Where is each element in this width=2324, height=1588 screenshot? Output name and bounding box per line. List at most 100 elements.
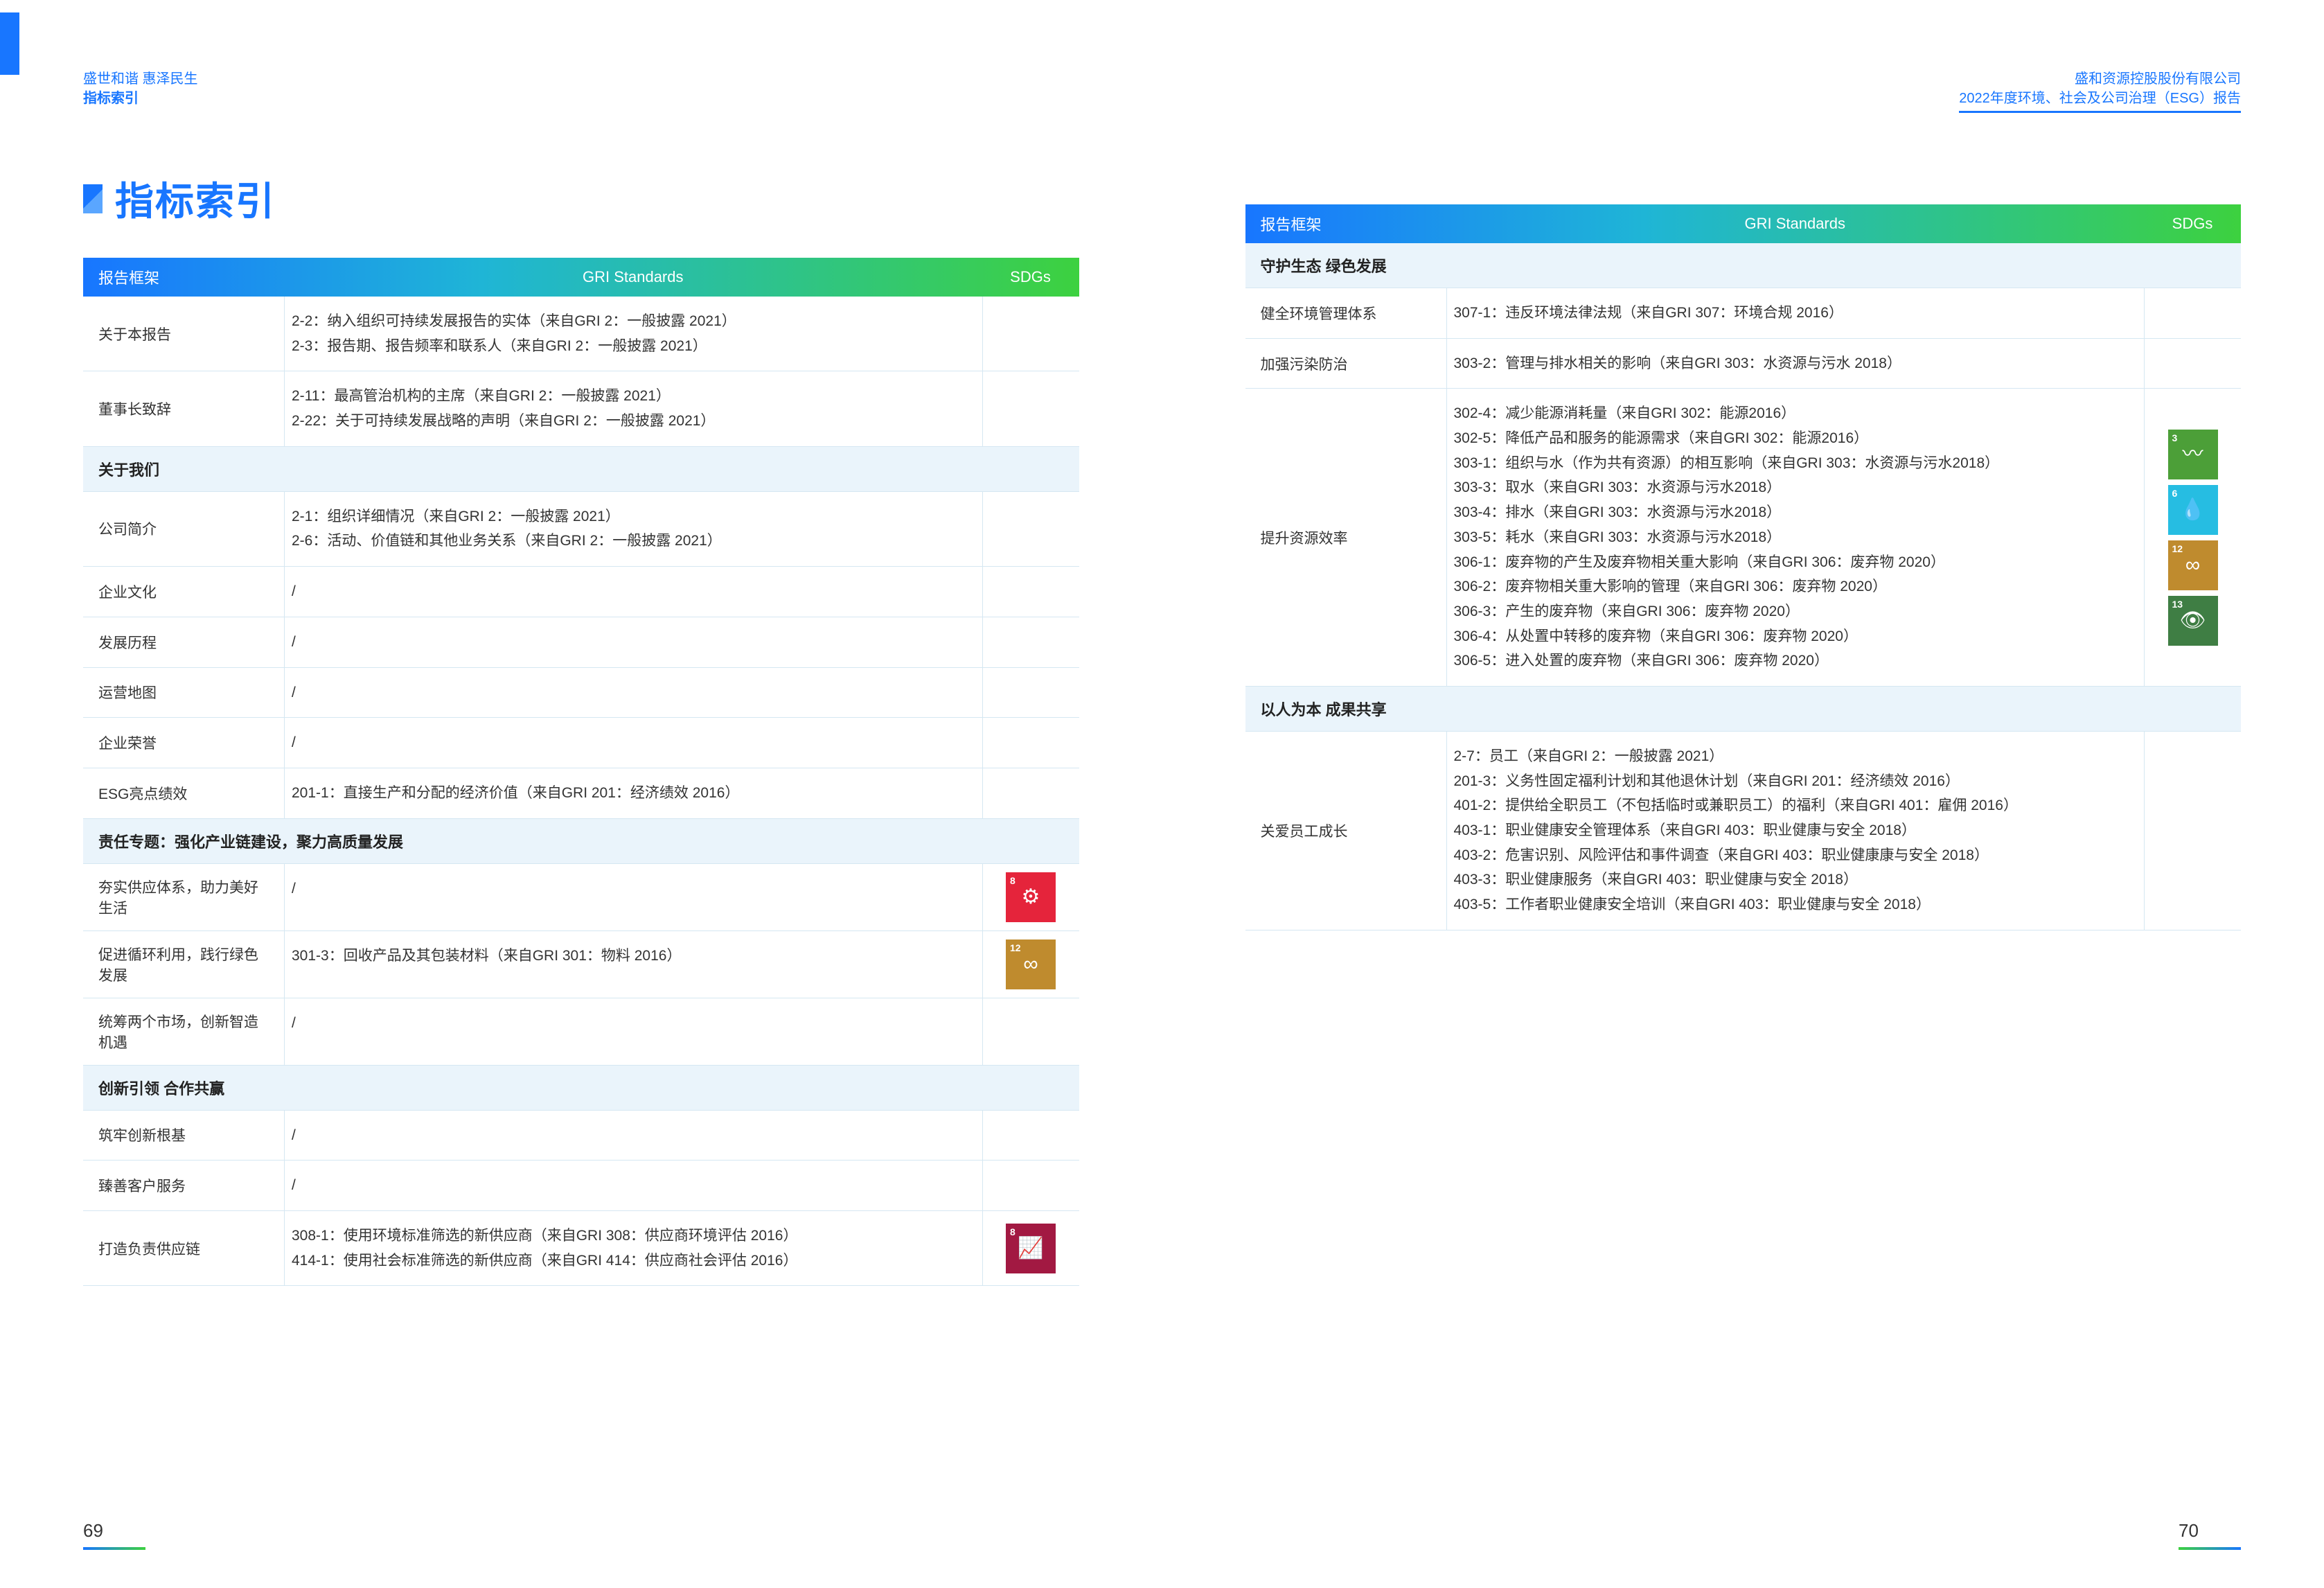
row-label: 董事长致辞	[83, 371, 284, 445]
report-title: 2022年度环境、社会及公司治理（ESG）报告	[1959, 89, 2241, 113]
sdg-icon: 6💧	[2168, 485, 2218, 535]
page-right: 盛和资源控股股份有限公司 2022年度环境、社会及公司治理（ESG）报告 报告框…	[1162, 0, 2324, 1588]
page-number-right: 70	[2179, 1520, 2241, 1550]
table-row: 臻善客户服务/	[83, 1161, 1079, 1211]
row-gri: 2-11：最高管治机构的主席（来自GRI 2：一般披露 2021）2-22：关于…	[284, 371, 982, 445]
row-sdgs	[2144, 288, 2241, 338]
table-header: 报告框架 GRI Standards SDGs	[1245, 204, 2242, 243]
row-sdgs: 8⚙	[982, 864, 1079, 930]
row-sdgs	[2144, 732, 2241, 930]
row-gri: 2-1：组织详细情况（来自GRI 2：一般披露 2021）2-6：活动、价值链和…	[284, 492, 982, 566]
row-gri: /	[284, 864, 982, 930]
row-label: 打造负责供应链	[83, 1211, 284, 1285]
row-label: 统筹两个市场，创新智造机遇	[83, 998, 284, 1065]
row-sdgs: 8📈	[982, 1211, 1079, 1285]
col-header-sdgs: SDGs	[2144, 215, 2241, 233]
table-row: 促进循环利用，践行绿色发展301-3：回收产品及其包装材料（来自GRI 301：…	[83, 931, 1079, 998]
section-header: 守护生态 绿色发展	[1245, 243, 2242, 288]
row-sdgs	[982, 617, 1079, 667]
row-sdgs: 12∞	[982, 931, 1079, 998]
row-gri: /	[284, 617, 982, 667]
section-header: 责任专题：强化产业链建设，聚力高质量发展	[83, 819, 1079, 864]
row-gri: /	[284, 718, 982, 768]
row-sdgs	[982, 1111, 1079, 1161]
row-label: 夯实供应体系，助力美好生活	[83, 864, 284, 930]
row-label: 运营地图	[83, 668, 284, 718]
table-row: 加强污染防治303-2：管理与排水相关的影响（来自GRI 303：水资源与污水 …	[1245, 339, 2242, 389]
row-gri: 302-4：减少能源消耗量（来自GRI 302：能源2016）302-5：降低产…	[1446, 389, 2145, 686]
row-gri: 2-2：纳入组织可持续发展报告的实体（来自GRI 2：一般披露 2021）2-3…	[284, 297, 982, 371]
row-sdgs	[982, 668, 1079, 718]
col-header-sdgs: SDGs	[982, 268, 1079, 286]
row-sdgs: 3〰 6💧12∞ 13👁	[2144, 389, 2241, 686]
page-number-left: 69	[83, 1520, 145, 1550]
section-header: 以人为本 成果共享	[1245, 687, 2242, 732]
row-gri: /	[284, 668, 982, 718]
row-sdgs	[982, 998, 1079, 1065]
row-gri: 308-1：使用环境标准筛选的新供应商（来自GRI 308：供应商环境评估 20…	[284, 1211, 982, 1285]
row-gri: 303-2：管理与排水相关的影响（来自GRI 303：水资源与污水 2018）	[1446, 339, 2145, 389]
row-sdgs	[2144, 339, 2241, 389]
sdg-icon: 13👁	[2168, 596, 2218, 646]
row-gri: /	[284, 998, 982, 1065]
company-name: 盛和资源控股股份有限公司	[1959, 69, 2241, 89]
table-row: 运营地图/	[83, 668, 1079, 718]
row-label: 促进循环利用，践行绿色发展	[83, 931, 284, 998]
table-row: 发展历程/	[83, 617, 1079, 668]
table-header: 报告框架 GRI Standards SDGs	[83, 258, 1079, 297]
section-header: 关于我们	[83, 447, 1079, 492]
row-label: 筑牢创新根基	[83, 1111, 284, 1161]
index-table-right: 报告框架 GRI Standards SDGs 守护生态 绿色发展健全环境管理体…	[1245, 204, 2242, 930]
col-header-framework: 报告框架	[1245, 213, 1446, 235]
table-row: 公司简介2-1：组织详细情况（来自GRI 2：一般披露 2021）2-6：活动、…	[83, 492, 1079, 567]
col-header-gri: GRI Standards	[1446, 215, 2145, 233]
sdg-icon: 12∞	[2168, 540, 2218, 590]
table-row: 筑牢创新根基/	[83, 1111, 1079, 1161]
page-left: 盛世和谐 惠泽民生 指标索引 指标索引 报告框架 GRI Standards S…	[0, 0, 1162, 1588]
row-label: 臻善客户服务	[83, 1161, 284, 1210]
row-label: 企业文化	[83, 567, 284, 617]
col-header-gri: GRI Standards	[284, 268, 982, 286]
header-left: 盛世和谐 惠泽民生 指标索引	[83, 69, 1079, 108]
sdg-icon: 8📈	[1006, 1224, 1056, 1273]
table-row: 夯实供应体系，助力美好生活/ 8⚙	[83, 864, 1079, 931]
row-label: 加强污染防治	[1245, 339, 1446, 389]
col-header-framework: 报告框架	[83, 266, 284, 288]
table-row: 关于本报告2-2：纳入组织可持续发展报告的实体（来自GRI 2：一般披露 202…	[83, 297, 1079, 371]
row-label: 发展历程	[83, 617, 284, 667]
blue-edge-tab	[0, 12, 19, 75]
row-sdgs	[982, 492, 1079, 566]
row-label: 关于本报告	[83, 297, 284, 371]
row-sdgs	[982, 768, 1079, 818]
row-gri: 201-1：直接生产和分配的经济价值（来自GRI 201：经济绩效 2016）	[284, 768, 982, 818]
row-label: 公司简介	[83, 492, 284, 566]
row-sdgs	[982, 718, 1079, 768]
row-gri: 307-1：违反环境法律法规（来自GRI 307：环境合规 2016）	[1446, 288, 2145, 338]
row-label: ESG亮点绩效	[83, 768, 284, 818]
row-label: 企业荣誉	[83, 718, 284, 768]
header-right: 盛和资源控股股份有限公司 2022年度环境、社会及公司治理（ESG）报告	[1959, 69, 2241, 113]
row-gri: /	[284, 1111, 982, 1161]
index-table-left: 报告框架 GRI Standards SDGs 关于本报告2-2：纳入组织可持续…	[83, 258, 1079, 1286]
row-sdgs	[982, 297, 1079, 371]
row-label: 健全环境管理体系	[1245, 288, 1446, 338]
row-sdgs	[982, 567, 1079, 617]
row-sdgs	[982, 371, 1079, 445]
table-row: 提升资源效率302-4：减少能源消耗量（来自GRI 302：能源2016）302…	[1245, 389, 2242, 687]
sdg-icon: 3〰	[2168, 430, 2218, 479]
table-row: 统筹两个市场，创新智造机遇/	[83, 998, 1079, 1066]
sdg-icon: 8⚙	[1006, 872, 1056, 922]
row-gri: 2-7：员工（来自GRI 2：一般披露 2021）201-3：义务性固定福利计划…	[1446, 732, 2145, 930]
breadcrumb-line1: 盛世和谐 惠泽民生	[83, 69, 1079, 89]
page-title-block: 指标索引	[83, 170, 1079, 227]
row-label: 提升资源效率	[1245, 389, 1446, 686]
table-row: 董事长致辞2-11：最高管治机构的主席（来自GRI 2：一般披露 2021）2-…	[83, 371, 1079, 446]
table-row: 企业荣誉/	[83, 718, 1079, 768]
table-row: 企业文化/	[83, 567, 1079, 617]
row-gri: /	[284, 567, 982, 617]
table-row: 打造负责供应链308-1：使用环境标准筛选的新供应商（来自GRI 308：供应商…	[83, 1211, 1079, 1286]
sdg-icon: 12∞	[1006, 939, 1056, 989]
table-row: 关爱员工成长2-7：员工（来自GRI 2：一般披露 2021）201-3：义务性…	[1245, 732, 2242, 930]
page-title: 指标索引	[115, 170, 276, 227]
row-sdgs	[982, 1161, 1079, 1210]
